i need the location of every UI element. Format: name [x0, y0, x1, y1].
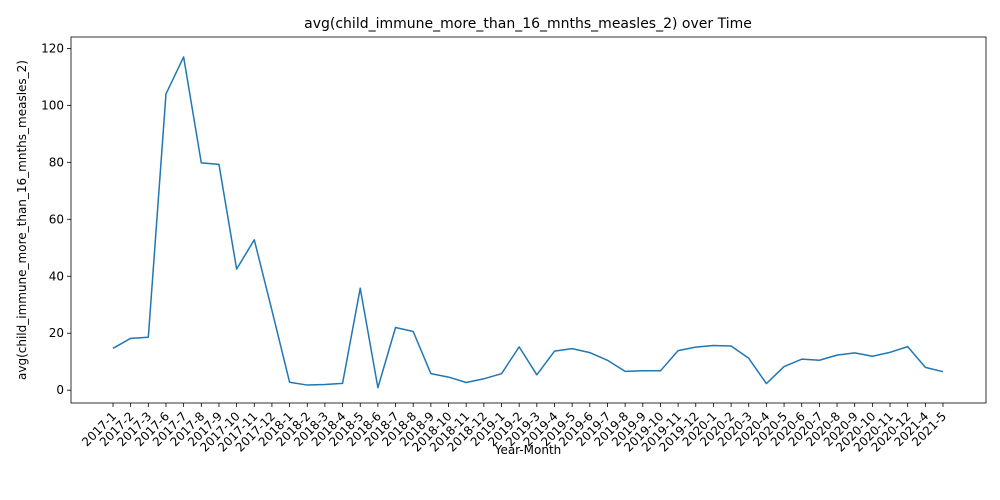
y-axis: 0 20 40 60 80 100 120: [41, 41, 71, 397]
y-tick-label: 40: [49, 269, 64, 283]
y-tick-label: 0: [56, 383, 64, 397]
plot-frame: [70, 36, 987, 404]
chart-title: avg(child_immune_more_than_16_mnths_meas…: [304, 16, 752, 32]
y-tick-label: 120: [41, 41, 64, 55]
y-tick-label: 20: [49, 326, 64, 340]
y-axis-label: avg(child_immune_more_than_16_mnths_meas…: [15, 60, 29, 380]
series-line: [112, 56, 944, 389]
y-tick-label: 100: [41, 98, 64, 112]
y-tick-label: 60: [49, 212, 64, 226]
y-tick-label: 80: [49, 155, 64, 169]
x-axis: 2017-12017-22017-32017-62017-72017-82017…: [79, 403, 949, 455]
x-axis-label: Year-Month: [494, 443, 562, 457]
